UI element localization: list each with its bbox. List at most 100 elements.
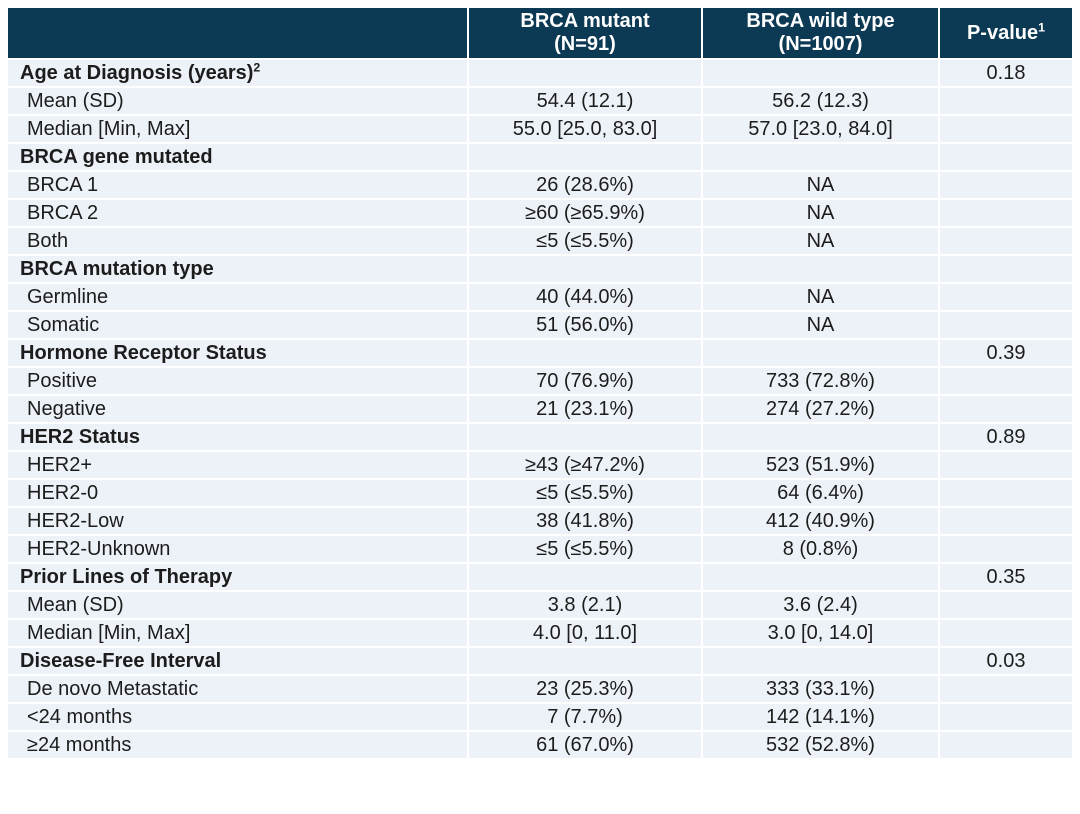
table-row: Mean (SD) 54.4 (12.1) 56.2 (12.3): [8, 88, 1072, 116]
brca-mutant-value: 70 (76.9%): [469, 368, 703, 396]
table-row: HER2-Low 38 (41.8%) 412 (40.9%): [8, 508, 1072, 536]
brca-wild-type-value: [703, 648, 940, 676]
table-row: Prior Lines of Therapy 0.35: [8, 564, 1072, 592]
brca-wild-type-value: 523 (51.9%): [703, 452, 940, 480]
brca-mutant-value: [469, 564, 703, 592]
brca-wild-type-value: 3.0 [0, 14.0]: [703, 620, 940, 648]
row-label: BRCA gene mutated: [8, 144, 469, 172]
p-value: [940, 200, 1072, 228]
p-value: [940, 480, 1072, 508]
row-label: HER2+: [8, 452, 469, 480]
brca-wild-type-value: 8 (0.8%): [703, 536, 940, 564]
header-p-value-label: P-value: [966, 21, 1039, 44]
brca-wild-type-value: 412 (40.9%): [703, 508, 940, 536]
row-label: Somatic: [8, 312, 469, 340]
row-label: BRCA 1: [8, 172, 469, 200]
row-label: Positive: [8, 368, 469, 396]
brca-mutant-value: 26 (28.6%): [469, 172, 703, 200]
row-label: HER2-Unknown: [8, 536, 469, 564]
row-label: Age at Diagnosis (years)2: [8, 60, 469, 88]
table-row: BRCA gene mutated: [8, 144, 1072, 172]
row-label: BRCA mutation type: [8, 256, 469, 284]
row-label: ≥24 months: [8, 732, 469, 760]
brca-mutant-value: 40 (44.0%): [469, 284, 703, 312]
p-value: [940, 508, 1072, 536]
row-label-footnote-marker: 2: [253, 60, 261, 74]
p-value: [940, 116, 1072, 144]
p-value: [940, 144, 1072, 172]
brca-wild-type-value: 64 (6.4%): [703, 480, 940, 508]
brca-mutant-value: 23 (25.3%): [469, 676, 703, 704]
p-value: [940, 732, 1072, 760]
brca-mutant-value: 51 (56.0%): [469, 312, 703, 340]
p-value: 0.89: [940, 424, 1072, 452]
table-row: Both ≤5 (≤5.5%) NA: [8, 228, 1072, 256]
brca-mutant-value: ≤5 (≤5.5%): [469, 536, 703, 564]
brca-mutant-value: ≤5 (≤5.5%): [469, 228, 703, 256]
table-row: Disease-Free Interval 0.03: [8, 648, 1072, 676]
brca-wild-type-value: [703, 60, 940, 88]
brca-mutant-value: [469, 648, 703, 676]
brca-wild-type-value: NA: [703, 200, 940, 228]
row-label: Hormone Receptor Status: [8, 340, 469, 368]
row-label: Negative: [8, 396, 469, 424]
row-label: HER2 Status: [8, 424, 469, 452]
brca-mutant-value: 38 (41.8%): [469, 508, 703, 536]
p-value: [940, 452, 1072, 480]
header-brca-mutant: BRCA mutant (N=91): [469, 8, 703, 60]
brca-mutant-value: 21 (23.1%): [469, 396, 703, 424]
brca-wild-type-value: 274 (27.2%): [703, 396, 940, 424]
brca-mutant-value: 4.0 [0, 11.0]: [469, 620, 703, 648]
p-value: [940, 620, 1072, 648]
brca-mutant-value: 61 (67.0%): [469, 732, 703, 760]
brca-wild-type-value: [703, 424, 940, 452]
p-value: 0.03: [940, 648, 1072, 676]
p-value-footnote-marker: 1: [1038, 19, 1046, 34]
p-value: [940, 228, 1072, 256]
table-row: ≥24 months 61 (67.0%) 532 (52.8%): [8, 732, 1072, 760]
header-brca-mutant-n: (N=91): [554, 33, 616, 55]
row-label: Disease-Free Interval: [8, 648, 469, 676]
p-value: 0.18: [940, 60, 1072, 88]
p-value: [940, 592, 1072, 620]
table-row: Germline 40 (44.0%) NA: [8, 284, 1072, 312]
row-label: Both: [8, 228, 469, 256]
header-brca-wild-type-n: (N=1007): [778, 33, 863, 55]
header-p-value: P-value1: [940, 8, 1072, 60]
header-brca-wild-type-label: BRCA wild type: [746, 10, 895, 32]
brca-mutant-value: 3.8 (2.1): [469, 592, 703, 620]
brca-wild-type-value: [703, 564, 940, 592]
p-value: [940, 368, 1072, 396]
table-row: De novo Metastatic 23 (25.3%) 333 (33.1%): [8, 676, 1072, 704]
row-label: HER2-Low: [8, 508, 469, 536]
brca-wild-type-value: 532 (52.8%): [703, 732, 940, 760]
table-row: BRCA 2 ≥60 (≥65.9%) NA: [8, 200, 1072, 228]
clinical-table-container: BRCA mutant (N=91) BRCA wild type (N=100…: [8, 8, 1072, 760]
table-row: Somatic 51 (56.0%) NA: [8, 312, 1072, 340]
header-brca-wild-type: BRCA wild type (N=1007): [703, 8, 940, 60]
p-value: [940, 172, 1072, 200]
table-row: Mean (SD) 3.8 (2.1) 3.6 (2.4): [8, 592, 1072, 620]
brca-mutant-value: [469, 60, 703, 88]
p-value: [940, 88, 1072, 116]
brca-wild-type-value: [703, 340, 940, 368]
table-row: HER2+ ≥43 (≥47.2%) 523 (51.9%): [8, 452, 1072, 480]
brca-mutant-value: 55.0 [25.0, 83.0]: [469, 116, 703, 144]
brca-mutant-value: ≥60 (≥65.9%): [469, 200, 703, 228]
table-row: Median [Min, Max] 55.0 [25.0, 83.0] 57.0 […: [8, 116, 1072, 144]
p-value: [940, 396, 1072, 424]
brca-wild-type-value: 57.0 [23.0, 84.0]: [703, 116, 940, 144]
p-value: 0.35: [940, 564, 1072, 592]
row-label: <24 months: [8, 704, 469, 732]
table-row: Negative 21 (23.1%) 274 (27.2%): [8, 396, 1072, 424]
p-value: 0.39: [940, 340, 1072, 368]
table-body: Age at Diagnosis (years)2 0.18 Mean (SD) 54…: [8, 60, 1072, 760]
row-label: HER2-0: [8, 480, 469, 508]
brca-wild-type-value: [703, 144, 940, 172]
row-label: BRCA 2: [8, 200, 469, 228]
row-label: Mean (SD): [8, 592, 469, 620]
brca-mutant-value: ≥43 (≥47.2%): [469, 452, 703, 480]
table-row: Median [Min, Max] 4.0 [0, 11.0] 3.0 [0, 14…: [8, 620, 1072, 648]
row-label: Median [Min, Max]: [8, 116, 469, 144]
table-row: Positive 70 (76.9%) 733 (72.8%): [8, 368, 1072, 396]
